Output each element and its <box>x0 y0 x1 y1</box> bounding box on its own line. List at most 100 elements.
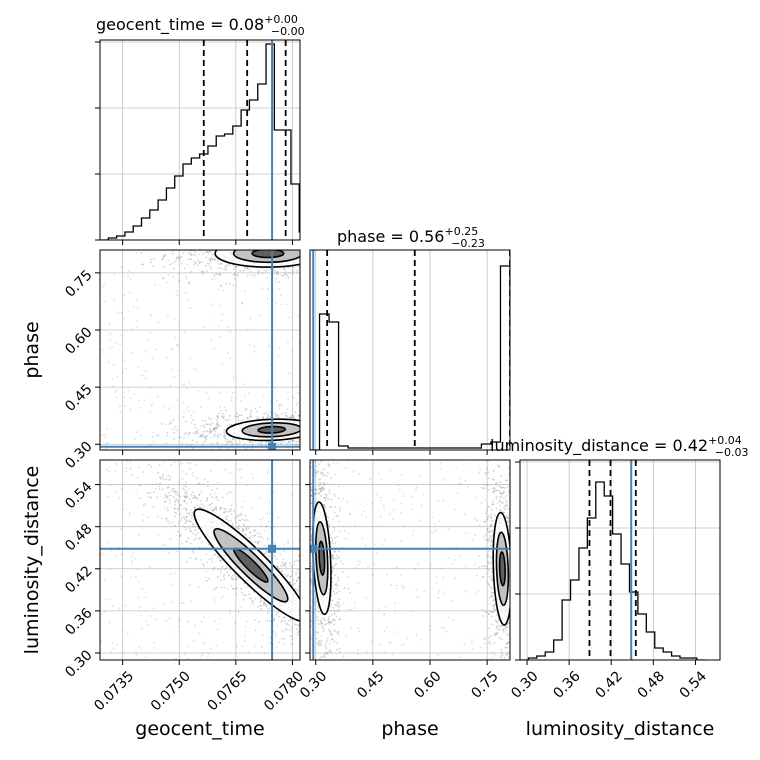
sample-point <box>144 377 147 380</box>
sample-point <box>263 227 265 229</box>
sample-point <box>170 347 173 350</box>
sample-point <box>163 255 165 258</box>
sample-point <box>492 600 495 602</box>
sample-point <box>489 524 492 527</box>
sample-point <box>165 495 168 497</box>
sample-point <box>252 477 255 480</box>
sample-point <box>276 416 279 419</box>
sample-point <box>173 317 176 320</box>
sample-point <box>331 429 333 431</box>
sample-point <box>115 342 118 344</box>
sample-point <box>116 396 118 399</box>
sample-point <box>201 654 203 657</box>
sample-point <box>172 250 175 252</box>
sample-point <box>206 485 209 487</box>
sample-point <box>175 247 177 249</box>
sample-point <box>278 408 281 411</box>
sample-point <box>503 487 506 489</box>
sample-point <box>232 587 234 590</box>
sample-point <box>260 533 262 536</box>
sample-point <box>321 426 323 428</box>
sample-point <box>490 508 493 511</box>
sample-point <box>282 268 285 271</box>
sample-point <box>235 586 238 589</box>
sample-point <box>331 566 334 568</box>
sample-point <box>287 391 289 393</box>
sample-point <box>516 595 518 597</box>
sample-point <box>510 613 512 615</box>
sample-point <box>135 649 137 652</box>
sample-point <box>325 496 328 498</box>
sample-point <box>251 599 254 602</box>
sample-point <box>124 604 127 607</box>
sample-point <box>217 263 220 265</box>
sample-point <box>256 541 259 544</box>
sample-point <box>306 498 308 500</box>
sample-point <box>294 411 297 414</box>
sample-point <box>289 443 292 446</box>
sample-point <box>258 535 260 538</box>
sample-point <box>310 535 312 537</box>
sample-point <box>277 516 280 519</box>
sample-point <box>321 439 323 441</box>
sample-point <box>117 311 120 314</box>
sample-point <box>163 254 166 256</box>
sample-point <box>173 631 175 633</box>
sample-point <box>324 438 326 440</box>
sample-point <box>252 248 254 250</box>
sample-point <box>200 434 203 437</box>
sample-point <box>266 538 269 541</box>
sample-point <box>262 537 264 540</box>
sample-point <box>490 513 493 515</box>
sample-point <box>327 622 329 625</box>
truth-marker <box>268 544 277 553</box>
sample-point <box>282 564 285 567</box>
sample-point <box>506 626 509 628</box>
sample-point <box>336 402 338 404</box>
sample-point <box>176 343 179 346</box>
sample-point <box>108 470 111 473</box>
sample-point <box>484 487 486 489</box>
sample-point <box>498 637 501 639</box>
sample-point <box>221 313 224 315</box>
sample-point <box>499 510 502 512</box>
sample-point <box>255 410 258 413</box>
sample-point <box>172 419 175 421</box>
sample-point <box>206 435 209 437</box>
sample-point <box>490 523 493 526</box>
sample-point <box>513 595 515 597</box>
sample-point <box>353 258 355 260</box>
sample-point <box>193 263 196 266</box>
sample-point <box>188 513 191 516</box>
sample-point <box>149 315 152 318</box>
sample-point <box>487 517 489 520</box>
sample-point <box>205 256 208 259</box>
sample-point <box>260 246 262 248</box>
sample-point <box>182 507 185 510</box>
sample-point <box>169 384 172 387</box>
sample-point <box>223 437 226 439</box>
sample-point <box>268 246 270 248</box>
sample-point <box>241 241 243 243</box>
sample-point <box>147 516 150 519</box>
sample-point <box>324 499 327 501</box>
sample-point <box>177 273 180 276</box>
sample-point <box>305 245 307 247</box>
sample-point <box>177 522 180 524</box>
sample-point <box>306 583 308 585</box>
sample-point <box>150 258 153 261</box>
sample-point <box>241 236 243 238</box>
sample-point <box>277 414 280 416</box>
sample-point <box>337 255 339 257</box>
sample-point <box>298 624 300 626</box>
sample-point <box>184 492 187 495</box>
sample-point <box>188 487 191 490</box>
sample-point <box>127 310 129 313</box>
sample-point <box>192 253 194 256</box>
sample-point <box>186 245 188 247</box>
sample-point <box>277 233 279 235</box>
sample-point <box>108 598 111 601</box>
sample-point <box>369 438 371 440</box>
sample-point <box>297 235 299 237</box>
sample-point <box>174 337 177 339</box>
